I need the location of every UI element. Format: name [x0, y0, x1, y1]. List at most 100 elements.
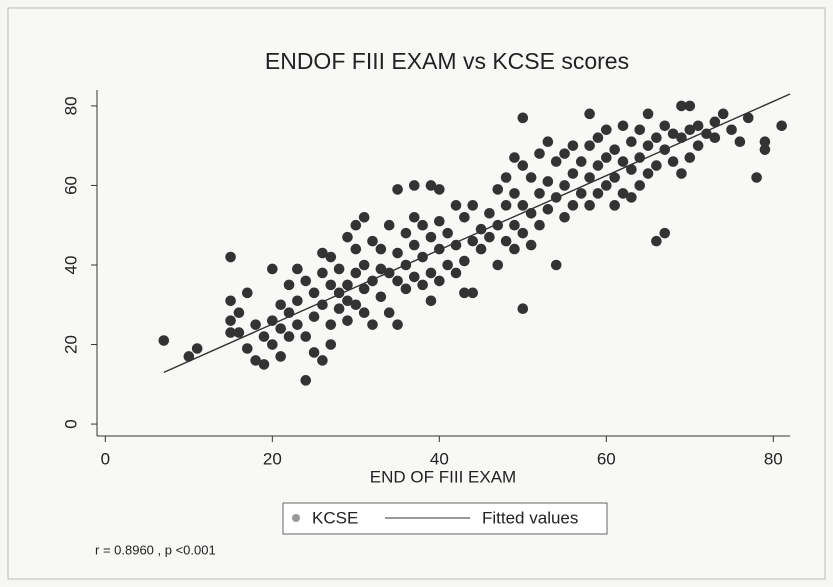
- point: [659, 120, 671, 132]
- point: [375, 263, 387, 275]
- point: [392, 275, 403, 287]
- point: [350, 243, 362, 255]
- point: [517, 160, 529, 171]
- point: [392, 319, 403, 330]
- point: [333, 263, 345, 275]
- point: [642, 108, 654, 120]
- point: [642, 168, 654, 179]
- point: [667, 128, 679, 140]
- point: [467, 235, 479, 247]
- point: [575, 188, 587, 199]
- point: [776, 120, 787, 132]
- point: [308, 347, 320, 358]
- point: [442, 259, 453, 271]
- point: [400, 283, 412, 295]
- point: [584, 200, 595, 211]
- point: [651, 132, 662, 144]
- point: [350, 267, 362, 279]
- point: [509, 219, 520, 231]
- x-tick-label: 60: [597, 449, 616, 468]
- point: [283, 279, 295, 291]
- point: [525, 239, 537, 251]
- point: [559, 211, 570, 223]
- point: [684, 124, 696, 136]
- point: [534, 148, 545, 159]
- point: [183, 351, 195, 362]
- point: [759, 136, 771, 148]
- x-tick-label: 40: [430, 449, 449, 468]
- point: [559, 180, 570, 191]
- point: [250, 355, 261, 366]
- point: [550, 259, 562, 271]
- point: [383, 219, 395, 231]
- y-tick-label: 40: [61, 256, 80, 275]
- point: [601, 152, 612, 163]
- point: [292, 295, 303, 307]
- point: [325, 279, 337, 291]
- point: [676, 132, 687, 144]
- point: [742, 112, 754, 124]
- point: [617, 120, 629, 132]
- point: [484, 231, 495, 243]
- point: [692, 120, 704, 132]
- point: [408, 211, 420, 223]
- point: [709, 116, 721, 128]
- point: [601, 124, 612, 136]
- point: [484, 207, 495, 219]
- point: [317, 267, 328, 279]
- point: [408, 180, 420, 191]
- point: [258, 331, 270, 342]
- point: [267, 339, 278, 350]
- x-tick-label: 0: [101, 449, 110, 468]
- point: [617, 188, 629, 199]
- point: [325, 319, 337, 330]
- point: [509, 243, 520, 255]
- point: [459, 211, 470, 223]
- point: [751, 172, 762, 183]
- point: [283, 331, 295, 342]
- point: [300, 331, 312, 342]
- point: [684, 152, 696, 163]
- point: [358, 283, 370, 295]
- point: [342, 231, 353, 243]
- point: [358, 211, 370, 223]
- point: [434, 275, 445, 287]
- point: [308, 311, 320, 322]
- point: [492, 184, 504, 195]
- legend-label: Fitted values: [482, 508, 578, 527]
- point: [350, 219, 362, 231]
- point: [692, 140, 704, 151]
- point: [717, 108, 729, 120]
- point: [500, 172, 512, 183]
- point: [342, 279, 353, 291]
- point: [317, 247, 328, 259]
- point: [258, 359, 270, 370]
- point: [308, 287, 320, 299]
- point: [392, 247, 403, 259]
- fitted-line: [163, 93, 791, 374]
- point: [425, 295, 437, 307]
- point: [275, 299, 286, 311]
- point: [392, 184, 403, 195]
- point: [634, 124, 646, 136]
- point: [408, 239, 420, 251]
- point: [442, 227, 453, 239]
- point: [333, 303, 345, 315]
- point: [509, 188, 520, 199]
- point: [525, 172, 537, 183]
- frame: [7, 7, 826, 580]
- chart-title: ENDOF FIII EXAM vs KCSE scores: [265, 48, 629, 74]
- point: [575, 156, 587, 167]
- y-tick-label: 0: [61, 419, 80, 428]
- x-tick-label: 80: [764, 449, 783, 468]
- point: [584, 172, 595, 183]
- point: [292, 319, 303, 330]
- point: [759, 144, 771, 155]
- point: [300, 275, 312, 287]
- point: [651, 160, 662, 171]
- point: [609, 144, 620, 155]
- point: [358, 307, 370, 319]
- y-tick-label: 60: [61, 176, 80, 195]
- point: [225, 251, 236, 263]
